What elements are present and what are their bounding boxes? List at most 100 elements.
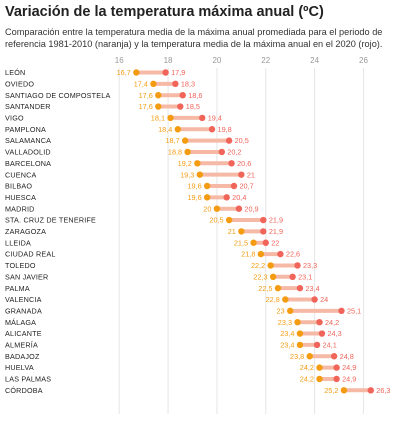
- ref-value-label: 24,2: [300, 375, 314, 384]
- ref-value-label: 19,2: [178, 159, 192, 168]
- ref-value-label: 22,2: [251, 261, 265, 270]
- data-row: VALLADOLID 18,8 20,2: [5, 148, 241, 157]
- ref-value-label: 20,5: [209, 216, 223, 225]
- y2020-value-label: 21,9: [269, 227, 283, 236]
- ref-value-label: 19,6: [187, 182, 201, 191]
- y2020-point: [218, 148, 225, 156]
- ref-point: [167, 114, 174, 122]
- y2020-value-label: 23,4: [305, 284, 319, 293]
- ref-value-label: 23,4: [280, 329, 294, 338]
- y2020-point: [289, 273, 296, 280]
- ref-point: [340, 387, 348, 394]
- ref-point: [296, 341, 304, 349]
- data-row: HUESCA 19,6 20,4: [5, 193, 246, 202]
- ref-point: [184, 148, 191, 156]
- ref-point: [203, 194, 211, 201]
- y2020-value-label: 20,4: [232, 193, 246, 202]
- city-label: OVIEDO: [5, 79, 34, 88]
- y2020-value-label: 24,9: [342, 363, 356, 372]
- y2020-value-label: 24,1: [323, 341, 337, 350]
- city-label: SAN JAVIER: [5, 272, 48, 281]
- ref-value-label: 24,2: [300, 363, 314, 372]
- data-row: CUENCA 19,3 21: [5, 170, 255, 179]
- data-row: LLEIDA 21,5 22: [5, 238, 279, 247]
- ref-point: [150, 80, 157, 88]
- ref-value-label: 19,6: [187, 193, 201, 202]
- x-tick-label: 26: [359, 56, 368, 65]
- y2020-point: [313, 341, 321, 349]
- y2020-value-label: 20,5: [235, 136, 249, 145]
- y2020-point: [262, 239, 269, 246]
- city-label: PALMA: [5, 284, 30, 293]
- data-row: MÁLAGA 23,3 24,2: [5, 318, 339, 327]
- chart-title: Variación de la temperatura máxima anual…: [5, 4, 324, 20]
- city-label: CIUDAD REAL: [5, 250, 56, 259]
- data-row: STA. CRUZ DE TENERIFE 20,5 21,9: [5, 216, 283, 225]
- ref-point: [250, 239, 257, 246]
- ref-value-label: 17,4: [134, 79, 148, 88]
- y2020-value-label: 22,6: [286, 250, 300, 259]
- data-row: OVIEDO 17,4 18,3: [5, 79, 195, 88]
- ref-point: [267, 262, 274, 269]
- y2020-point: [179, 92, 186, 99]
- y2020-point: [277, 250, 284, 258]
- ref-value-label: 21,5: [234, 238, 248, 247]
- ref-point: [316, 375, 323, 383]
- y2020-value-label: 21,9: [269, 216, 283, 225]
- ref-point: [194, 160, 201, 167]
- y2020-value-label: 23,1: [298, 272, 312, 281]
- y2020-value-label: 18,5: [186, 102, 200, 111]
- x-tick-label: 20: [212, 56, 221, 65]
- y2020-point: [338, 307, 345, 315]
- city-label: LAS PALMAS: [5, 375, 51, 384]
- ref-value-label: 23,4: [280, 341, 294, 350]
- city-label: TOLEDO: [5, 261, 36, 270]
- ref-point: [282, 296, 289, 303]
- x-tick-label: 16: [115, 56, 124, 65]
- city-label: LEÓN: [5, 68, 25, 77]
- data-row: ALICANTE 23,4 24,3: [5, 329, 342, 338]
- ref-point: [306, 353, 313, 360]
- x-tick-label: 22: [261, 56, 270, 65]
- data-row: VIGO 18,1 19,4: [5, 114, 222, 123]
- ref-value-label: 21: [228, 227, 236, 236]
- ref-value-label: 23,3: [278, 318, 292, 327]
- data-row: BARCELONA 19,2 20,6: [5, 159, 251, 168]
- ref-value-label: 25,2: [324, 386, 338, 395]
- y2020-point: [333, 375, 340, 383]
- data-row: LEÓN 16,7 17,9: [5, 68, 185, 77]
- ref-point: [155, 103, 162, 110]
- data-row: PAMPLONA 18,4 19,8: [5, 125, 232, 134]
- city-label: ALICANTE: [5, 329, 42, 338]
- y2020-point: [260, 228, 267, 235]
- data-row: ZARAGOZA 21 21,9: [5, 227, 283, 236]
- y2020-value-label: 18,6: [188, 91, 202, 100]
- y2020-point: [208, 126, 216, 133]
- y2020-value-label: 24,9: [342, 375, 356, 384]
- ref-value-label: 18,8: [168, 148, 182, 157]
- y2020-value-label: 26,3: [376, 386, 390, 395]
- ref-point: [274, 284, 282, 292]
- city-label: ZARAGOZA: [5, 227, 46, 236]
- city-label: BILBAO: [5, 182, 32, 191]
- city-label: SALAMANCA: [5, 136, 51, 145]
- ref-value-label: 23: [277, 306, 285, 315]
- ref-point: [203, 182, 211, 190]
- y2020-value-label: 20,9: [244, 204, 258, 213]
- city-label: HUELVA: [5, 363, 34, 372]
- ref-point: [257, 250, 265, 258]
- y2020-point: [225, 137, 233, 144]
- data-row: GRANADA 23 25,1: [5, 306, 361, 315]
- city-label: CÓRDOBA: [5, 386, 43, 395]
- ref-value-label: 22,5: [258, 284, 272, 293]
- ref-point: [213, 205, 221, 212]
- ref-value-label: 20: [203, 204, 211, 213]
- y2020-point: [228, 160, 235, 167]
- ref-value-label: 21,8: [241, 250, 255, 259]
- data-row: SAN JAVIER 22,3 23,1: [5, 272, 312, 281]
- y2020-point: [199, 114, 206, 122]
- ref-point: [316, 364, 323, 371]
- city-label: MÁLAGA: [5, 318, 36, 327]
- data-row: ALMERÍA 23,4 24,1: [5, 341, 337, 350]
- y2020-value-label: 19,8: [218, 125, 232, 134]
